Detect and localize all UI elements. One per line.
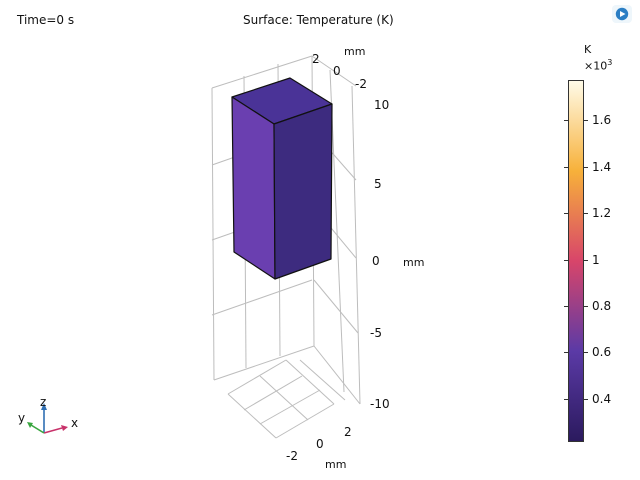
triad-x-label: x	[71, 416, 79, 430]
triad-y-label: y	[18, 411, 26, 425]
colorbar-multiplier-exp: 3	[607, 58, 613, 67]
colorbar-tick-label: 1.6	[592, 113, 612, 127]
triad-z-label: z	[40, 395, 47, 409]
z-tick-label: -10	[370, 397, 390, 411]
solid-block[interactable]	[231, 77, 333, 280]
top-tick-label: 2	[312, 52, 320, 66]
colorbar-unit: K	[584, 43, 592, 56]
z-tick-label: 5	[374, 177, 382, 191]
colorbar	[568, 80, 584, 442]
bottom-tick-label: -2	[286, 449, 298, 463]
top-tick-label: -2	[355, 77, 367, 91]
colorbar-tick-label: 1.4	[592, 160, 612, 174]
time-label: Time=0 s	[17, 13, 75, 27]
colorbar-tick-label: 0.8	[592, 299, 612, 313]
z-tick-label: 10	[374, 98, 390, 112]
colorbar-multiplier: ×103	[584, 58, 612, 73]
colorbar-tick-label: 0.4	[592, 392, 612, 406]
top-axis-unit: mm	[344, 45, 366, 58]
colorbar-multiplier-base: ×10	[584, 59, 608, 73]
bottom-tick-label: 0	[316, 437, 324, 451]
colorbar-tick-label: 1.2	[592, 206, 612, 220]
z-tick-label: -5	[370, 326, 382, 340]
axis-triad	[27, 403, 68, 434]
bottom-tick-label: 2	[344, 425, 352, 439]
app-logo-icon[interactable]	[612, 5, 632, 23]
z-tick-label: 0	[372, 254, 380, 268]
bottom-axis-unit: mm	[325, 458, 347, 471]
colorbar-tick-label: 1	[592, 253, 600, 267]
colorbar-tick-label: 0.6	[592, 345, 612, 359]
play-shape-icon	[615, 7, 629, 21]
top-tick-label: 0	[333, 64, 341, 78]
plot-title: Surface: Temperature (K)	[243, 13, 394, 27]
block-side-face	[273, 103, 333, 280]
z-axis-unit: mm	[403, 256, 425, 269]
block-front-face	[231, 96, 276, 280]
